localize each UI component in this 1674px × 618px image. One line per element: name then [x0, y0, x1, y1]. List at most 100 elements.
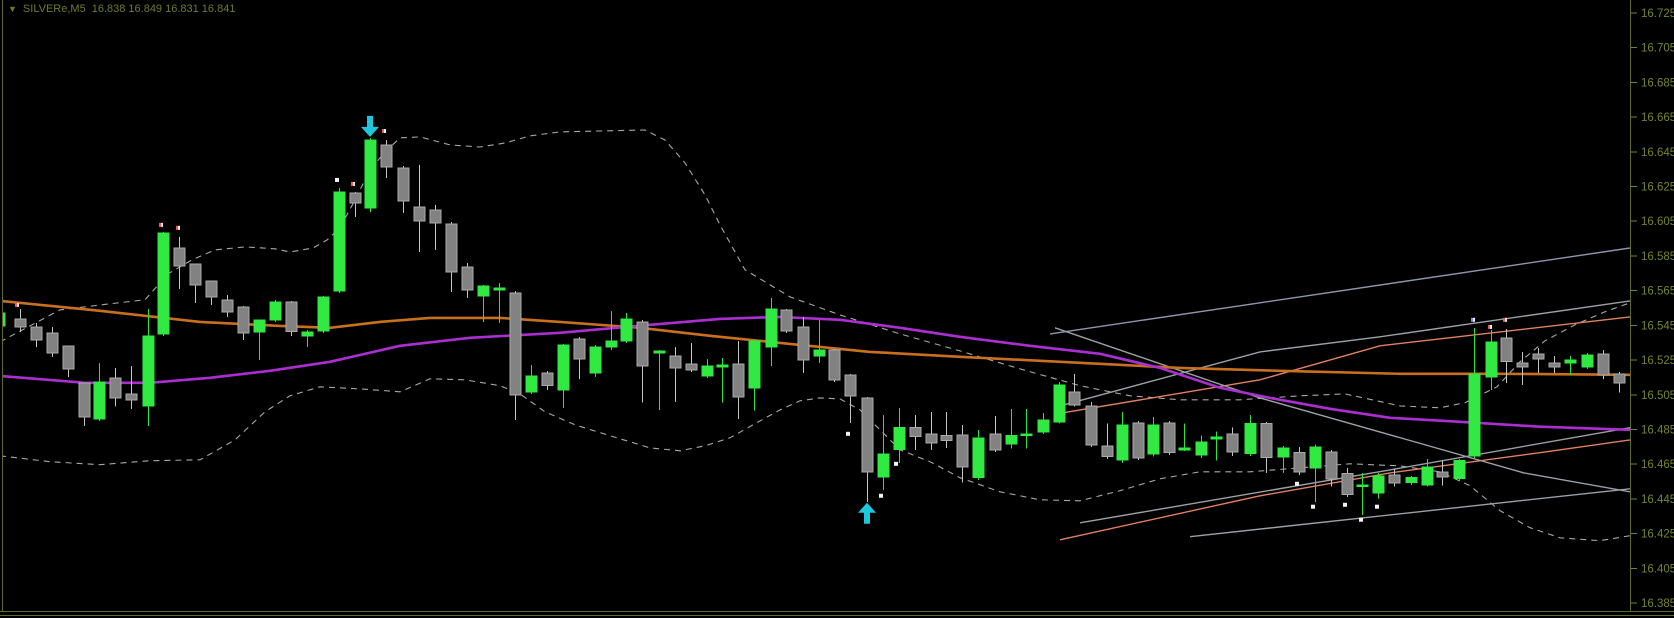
candle — [1244, 423, 1257, 455]
candle — [1116, 424, 1129, 461]
price-axis-label: 16.565 — [1641, 286, 1674, 298]
candle — [380, 144, 393, 168]
candlestick-series — [3, 137, 1626, 515]
channel-line-gray-mid-low — [1079, 427, 1630, 524]
candle — [349, 192, 362, 204]
candle — [78, 382, 91, 418]
candle — [109, 377, 122, 399]
candle — [189, 263, 202, 286]
price-axis[interactable]: 16.725 16.705 16.685 16.665 16.645 16.625 16.6… — [1630, 8, 1674, 610]
candle — [1500, 337, 1513, 363]
candle — [925, 433, 938, 444]
candle — [605, 340, 618, 348]
candle — [1020, 433, 1033, 437]
candle — [1341, 473, 1354, 496]
candle — [877, 453, 890, 478]
price-axis-label: 16.665 — [1641, 112, 1674, 124]
candle — [1005, 435, 1018, 445]
candle — [173, 247, 186, 267]
channel-line-upper-slate — [1049, 247, 1630, 335]
candle — [1293, 452, 1306, 473]
candle — [716, 364, 729, 368]
candle — [477, 285, 490, 297]
candle — [956, 434, 969, 468]
candle — [1516, 362, 1529, 368]
candle — [1053, 384, 1066, 423]
candle — [46, 332, 59, 354]
fractal-dots — [15, 129, 1507, 522]
candle — [3, 312, 6, 327]
candle — [909, 427, 922, 438]
price-axis-label: 16.705 — [1641, 43, 1674, 55]
candle — [685, 363, 698, 371]
candle — [525, 375, 538, 393]
candle — [1356, 484, 1369, 488]
bollinger-upper-band — [3, 129, 1630, 409]
candle — [205, 280, 218, 298]
candle — [844, 374, 857, 397]
candle — [813, 349, 826, 357]
candle — [1132, 422, 1145, 459]
candle — [30, 326, 43, 341]
candle — [1388, 474, 1401, 484]
candle — [1581, 354, 1594, 368]
candle — [1532, 353, 1545, 360]
candle — [1195, 441, 1208, 456]
candle — [445, 223, 458, 273]
sell-arrow-icon — [361, 115, 379, 137]
price-axis-label: 16.505 — [1641, 390, 1674, 402]
candle — [1178, 447, 1191, 451]
candle — [62, 345, 75, 370]
candle — [1068, 391, 1081, 406]
candle — [1037, 419, 1050, 433]
candle — [1226, 433, 1239, 453]
candle — [748, 340, 761, 389]
candle — [237, 306, 250, 334]
price-axis-label: 16.645 — [1641, 147, 1674, 159]
candle — [1597, 353, 1610, 376]
candle — [669, 355, 682, 369]
candle — [285, 301, 298, 333]
buy-arrow-icon — [858, 502, 876, 524]
price-axis-label: 16.725 — [1641, 8, 1674, 20]
price-axis-label: 16.605 — [1641, 216, 1674, 228]
candle — [1372, 475, 1385, 494]
candle — [1613, 373, 1626, 384]
candle — [493, 287, 506, 291]
symbol-dropdown-icon[interactable]: ▼ — [8, 3, 17, 14]
candle — [142, 335, 155, 407]
candle — [125, 393, 138, 401]
candle — [1564, 359, 1577, 364]
candle — [1485, 341, 1498, 378]
ema-purple-line — [3, 315, 1630, 432]
channel-line-salmon-upper — [1062, 316, 1630, 414]
price-axis-label: 16.685 — [1641, 77, 1674, 89]
candle — [1309, 446, 1322, 469]
candle — [1468, 373, 1481, 457]
candle — [333, 191, 346, 292]
candle — [14, 318, 27, 328]
signal-arrows — [361, 115, 876, 524]
price-axis-label: 16.485 — [1641, 425, 1674, 437]
candle — [93, 381, 106, 420]
candle — [1548, 362, 1561, 368]
candle — [541, 372, 554, 387]
candle — [765, 308, 778, 348]
candle — [269, 301, 282, 321]
candle — [1147, 424, 1160, 455]
candle — [989, 433, 1002, 451]
candle — [1163, 422, 1176, 454]
candle — [157, 232, 170, 335]
candle — [701, 365, 714, 377]
candle — [1277, 447, 1290, 458]
candle — [1325, 451, 1338, 480]
candle — [397, 167, 410, 202]
channel-line-gray-descending — [1054, 327, 1630, 493]
price-axis-label: 16.585 — [1641, 251, 1674, 263]
candle — [364, 139, 377, 209]
candle — [413, 206, 426, 222]
bollinger-lower-band — [3, 378, 1630, 542]
